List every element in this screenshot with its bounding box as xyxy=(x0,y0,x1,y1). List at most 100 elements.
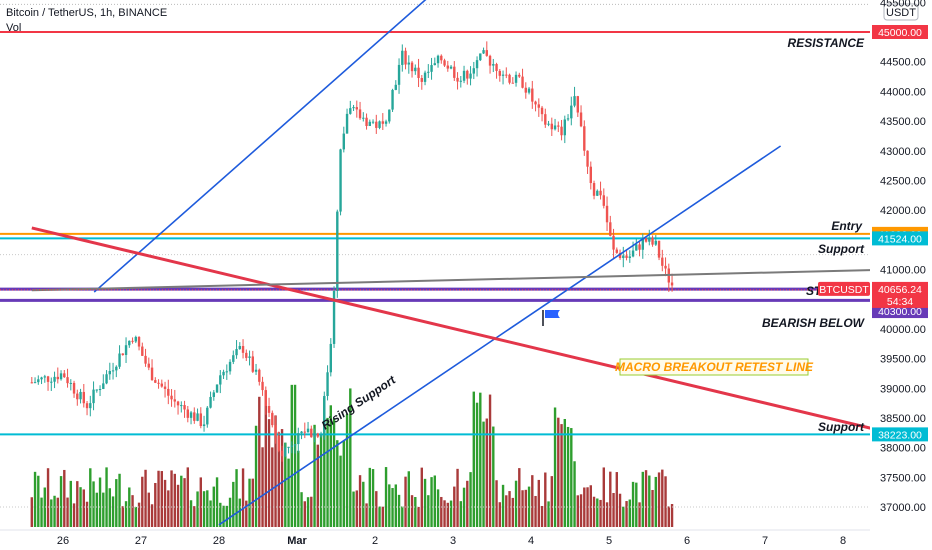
volume-bar xyxy=(505,495,508,527)
volume-bar xyxy=(440,496,443,527)
y-tick-label: 38500.00 xyxy=(880,413,926,425)
volume-bar xyxy=(495,480,498,527)
volume-bar xyxy=(157,470,160,527)
support-lower-label: Support xyxy=(818,420,865,434)
candle-body xyxy=(609,222,612,236)
candle-body xyxy=(225,371,228,373)
volume-bar xyxy=(180,475,183,527)
volume-bar xyxy=(589,485,592,527)
candle-body xyxy=(446,65,449,69)
candle-body xyxy=(384,121,388,124)
volume-bar xyxy=(79,487,82,527)
symbol-title[interactable]: Bitcoin / TetherUS, 1h, BINANCE xyxy=(6,7,167,19)
candle-body xyxy=(368,121,371,127)
candle-body xyxy=(391,89,394,110)
candle-body xyxy=(501,74,505,76)
candle-body xyxy=(111,370,115,372)
resistance-label: RESISTANCE xyxy=(788,36,865,50)
candle-body xyxy=(199,413,202,427)
volume-bar xyxy=(102,492,105,527)
candle-body xyxy=(157,382,160,384)
volume-bar xyxy=(355,490,358,527)
volume-bar xyxy=(622,506,625,527)
volume-bar xyxy=(511,497,514,527)
candle-body xyxy=(596,190,599,196)
candle-body xyxy=(108,371,111,375)
candle-body xyxy=(654,240,657,245)
volume-bar xyxy=(241,468,245,527)
x-tick-label: 5 xyxy=(606,535,612,547)
x-tick-label: 3 xyxy=(450,535,456,547)
volume-bar xyxy=(492,426,495,527)
symbol-badge[interactable] xyxy=(818,281,870,296)
price-badge-label: 45000.00 xyxy=(878,27,922,39)
candle-body xyxy=(66,377,69,384)
volume-bar xyxy=(160,471,163,527)
volume-bar xyxy=(30,497,33,527)
volume-bar xyxy=(144,469,147,527)
candle-body xyxy=(206,407,209,425)
candle-body xyxy=(648,237,651,242)
candle-body xyxy=(560,126,563,136)
volume-bar xyxy=(95,492,98,527)
candle-body xyxy=(449,66,453,69)
candle-body xyxy=(534,101,537,105)
trendline-rising-support[interactable] xyxy=(218,145,782,526)
volume-bar xyxy=(202,491,206,527)
volume-bar xyxy=(592,496,596,527)
volume-bar xyxy=(479,392,482,527)
volume-bar xyxy=(371,469,375,527)
candle-body xyxy=(615,249,618,253)
candle-body xyxy=(508,74,511,83)
candle-body xyxy=(401,50,404,65)
candle-body xyxy=(527,88,531,93)
trend-lines xyxy=(31,0,932,526)
volume-bar xyxy=(170,470,173,527)
time-axis[interactable]: 26 27 28 Mar 2 3 4 5 6 7 8 xyxy=(0,529,932,550)
candle-body xyxy=(651,237,654,245)
candle-body xyxy=(303,431,306,433)
currency-button[interactable] xyxy=(883,3,919,21)
volume-bar xyxy=(235,469,238,527)
volume-bar xyxy=(466,480,469,527)
volume-bar xyxy=(407,471,410,527)
volume-bar xyxy=(573,461,576,527)
volume-bar xyxy=(163,479,167,527)
y-tick-label: 38000.00 xyxy=(880,443,926,455)
x-tick-label: 6 xyxy=(684,535,690,547)
y-tick-label: 42500.00 xyxy=(880,175,926,187)
candle-body xyxy=(365,117,368,127)
last-price-badge xyxy=(872,281,928,308)
candle-body xyxy=(235,349,238,356)
candle-body xyxy=(98,389,102,391)
candle-body xyxy=(345,113,349,134)
volume-bar xyxy=(118,473,121,527)
candle-body xyxy=(664,265,667,269)
candle-body xyxy=(375,121,378,128)
candle-body xyxy=(456,77,459,82)
volume-bar xyxy=(544,472,547,527)
trendline-gray-line[interactable] xyxy=(31,267,932,292)
candle-body xyxy=(602,195,605,206)
candle-body xyxy=(670,282,674,286)
candle-body xyxy=(427,71,430,73)
flag-icon[interactable] xyxy=(542,310,560,326)
candle-body xyxy=(397,64,401,85)
volume-indicator-label[interactable]: Vol xyxy=(6,22,21,34)
candle-body xyxy=(53,376,56,382)
volume-bar xyxy=(485,418,488,527)
price-axis[interactable]: USDT 37000.00 37500.00 38000.00 38500.00 390… xyxy=(870,0,932,530)
candle-body xyxy=(290,445,293,447)
volume-bar xyxy=(563,418,566,527)
candle-body xyxy=(576,96,579,113)
volume-bar xyxy=(635,482,638,527)
trendline-macro-breakout-retest[interactable] xyxy=(31,226,932,446)
price-badge-label: 40300.00 xyxy=(878,306,922,318)
candle-body xyxy=(245,352,248,358)
candle-body xyxy=(251,356,254,372)
candle-body xyxy=(459,80,462,82)
trendline-upper-channel[interactable] xyxy=(93,0,476,293)
volume-bar xyxy=(108,488,111,527)
volume-bar xyxy=(297,450,300,527)
